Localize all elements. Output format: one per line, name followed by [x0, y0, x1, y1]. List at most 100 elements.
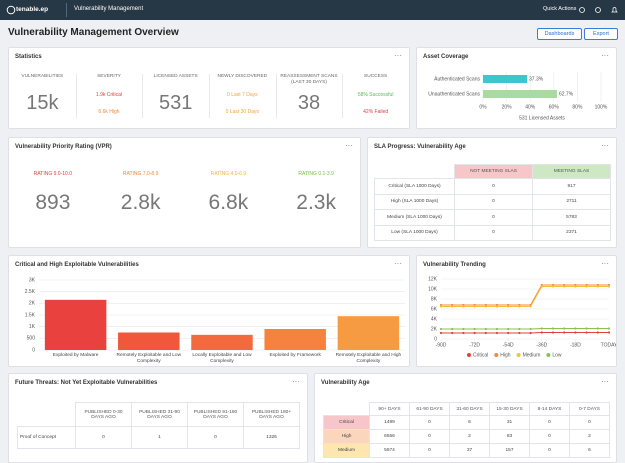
bar [483, 90, 557, 98]
point [439, 331, 443, 335]
bar [191, 334, 253, 350]
rating-label: RATING 0.1-3.9 [298, 171, 334, 177]
point [563, 285, 566, 288]
cell: 0 [409, 443, 450, 458]
cell: 2711 [532, 193, 611, 210]
bar [337, 316, 400, 350]
bar [264, 329, 326, 350]
menu[interactable]: ··· [601, 377, 609, 386]
x-tick-label: TODAY [601, 342, 616, 348]
point [507, 331, 510, 335]
menu[interactable]: ··· [601, 51, 609, 60]
panel-title: Future Threats: Not Yet Exploitable Vuln… [15, 380, 158, 386]
product-name[interactable]: Vulnerability Management [74, 6, 144, 12]
point [462, 331, 465, 335]
x-tick-label: Exploited by Malware [52, 353, 99, 358]
series-line [441, 286, 609, 307]
legend-label: Low [552, 352, 562, 358]
menu[interactable]: ··· [601, 141, 609, 150]
point [540, 285, 543, 288]
legend-label: High [500, 352, 511, 358]
cell: 6 [569, 443, 610, 458]
column-header: PUBLISHED 180+ DAYS AGO [243, 402, 300, 427]
stat-value: 38 [297, 92, 321, 114]
point [529, 305, 532, 308]
vulnerability-age-panel: Vulnerability Age ··· 90+ DAYS 61-90 DAYS 3… [314, 373, 617, 463]
cell: 37 [449, 443, 490, 458]
cell: 83 [489, 429, 530, 444]
rating-label: RATING 4.0-6.9 [210, 171, 247, 177]
exploitable-panel: Critical and High Exploitable Vulnerabil… [8, 255, 410, 367]
menu[interactable]: ··· [601, 259, 609, 268]
y-tick-label: 2K [431, 326, 438, 332]
stat-line: 58% Successful [357, 92, 394, 98]
panel-title: Statistics [15, 54, 42, 60]
point [574, 331, 577, 334]
stat-label: VULNERABILITIES [21, 74, 64, 79]
cell: 0 [454, 224, 533, 241]
column-header: NOT MEETING SLAS [454, 164, 533, 179]
cell: 5783 [532, 209, 611, 226]
y-tick-label: 0 [32, 347, 35, 353]
asset-coverage-panel: Asset Coverage ··· 0% 20% 40% 60% 80% 100% Auth… [416, 47, 617, 129]
corner-cell [324, 403, 370, 416]
x-tick-label: 80% [572, 104, 583, 110]
point [495, 327, 499, 331]
y-tick-label: 0 [434, 336, 437, 342]
point [507, 305, 510, 308]
point [529, 327, 532, 331]
point [518, 331, 521, 335]
column-header: 0-7 DAYS [569, 402, 610, 416]
point [451, 305, 454, 308]
legend-swatch [516, 353, 521, 357]
legend-label: Critical [473, 352, 488, 358]
column-divider [142, 74, 144, 118]
header-row: NOT MEETING SLAS MEETING SLAS [375, 164, 611, 179]
column-header: MEETING SLAS [532, 164, 611, 179]
point [462, 327, 465, 331]
chart: 0% 20% 40% 60% 80% 100% Authenticated Scans 37.… [428, 72, 608, 121]
x-tick-label: 60% [549, 104, 560, 110]
cell: 5674 [369, 443, 410, 458]
rating-label: RATING 7.0-8.9 [122, 171, 159, 177]
point [574, 327, 577, 330]
point [540, 331, 543, 334]
x-tick-label: 0% [479, 104, 487, 110]
y-tick-label: 8K [431, 296, 438, 302]
column-header: 90+ DAYS [369, 402, 410, 416]
point [607, 327, 611, 330]
column-divider [75, 74, 77, 118]
point [596, 285, 599, 288]
export-button[interactable]: Export [584, 28, 618, 40]
logo[interactable]: tenable.ep [16, 6, 49, 13]
panel-title: Vulnerability Trending [423, 262, 486, 268]
dashboards-button[interactable]: Dashboards [537, 28, 582, 40]
panel-title: SLA Progress: Vulnerability Age [374, 144, 466, 150]
point [596, 331, 599, 334]
menu[interactable]: ··· [292, 377, 300, 386]
point [484, 305, 487, 308]
point [551, 327, 555, 330]
quick-actions[interactable]: Quick Actions [543, 6, 577, 12]
menu[interactable]: ··· [345, 141, 353, 150]
logo-icon [6, 5, 16, 15]
y-tick-label: 2K [29, 301, 36, 307]
cell: 0 [454, 209, 533, 226]
point [495, 305, 499, 308]
future-threats-panel: Future Threats: Not Yet Exploitable Vuln… [8, 373, 308, 463]
point [484, 327, 487, 331]
column-header: 61-90 DAYS [409, 402, 450, 416]
point [607, 285, 611, 288]
point [529, 331, 532, 335]
row-label: Low (SLA 1000 Days) [374, 224, 455, 241]
point [507, 327, 510, 331]
cell: 0 [187, 426, 244, 449]
cell: 1499 [369, 415, 410, 430]
menu[interactable]: ··· [394, 51, 402, 60]
menu[interactable]: ··· [394, 259, 402, 268]
stat-label: NEWLY DISCOVERED [217, 74, 268, 79]
top-bar: tenable.ep Vulnerability Management Quic… [0, 0, 625, 20]
cell: 0 [529, 443, 570, 458]
value-label: 37.3% [529, 76, 544, 82]
